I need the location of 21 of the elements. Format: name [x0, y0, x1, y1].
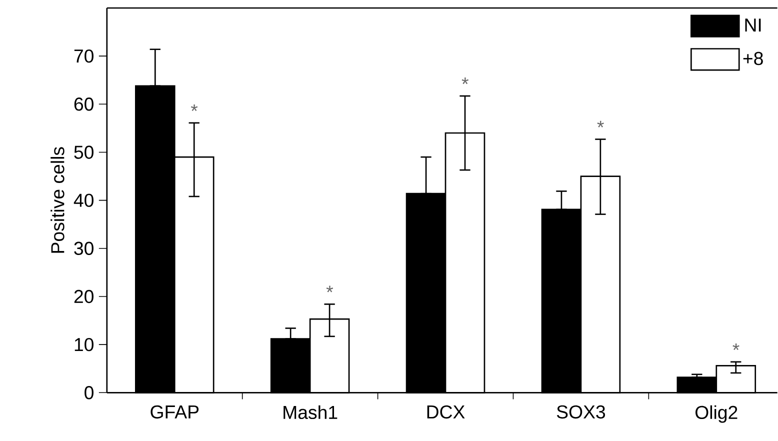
y-tick-label: 60	[74, 98, 94, 111]
y-tick-label: 30	[74, 242, 94, 256]
legend-label: +8	[743, 52, 763, 66]
y-tick-label: 0	[84, 386, 94, 400]
annotation: *	[732, 344, 740, 350]
y-tick-label: 50	[74, 146, 94, 160]
x-tick-label: GFAP	[150, 406, 199, 419]
annotation: *	[190, 104, 198, 112]
y-axis-title: Positive cells	[50, 147, 64, 253]
annotation: *	[462, 78, 468, 84]
x-tick-label: DCX	[427, 406, 465, 419]
y-tick-label: 20	[74, 290, 94, 304]
annotation: *	[597, 121, 604, 128]
x-tick-label: Mash1	[284, 406, 338, 420]
x-tick-label: Olig2	[695, 406, 738, 423]
legend-label: NI	[745, 18, 761, 32]
y-tick-label: 10	[74, 338, 94, 352]
y-tick-label: 70	[74, 50, 94, 63]
x-tick-label: SOX3	[556, 406, 606, 419]
y-tick-label: 40	[74, 194, 94, 208]
annotation: *	[326, 286, 334, 292]
